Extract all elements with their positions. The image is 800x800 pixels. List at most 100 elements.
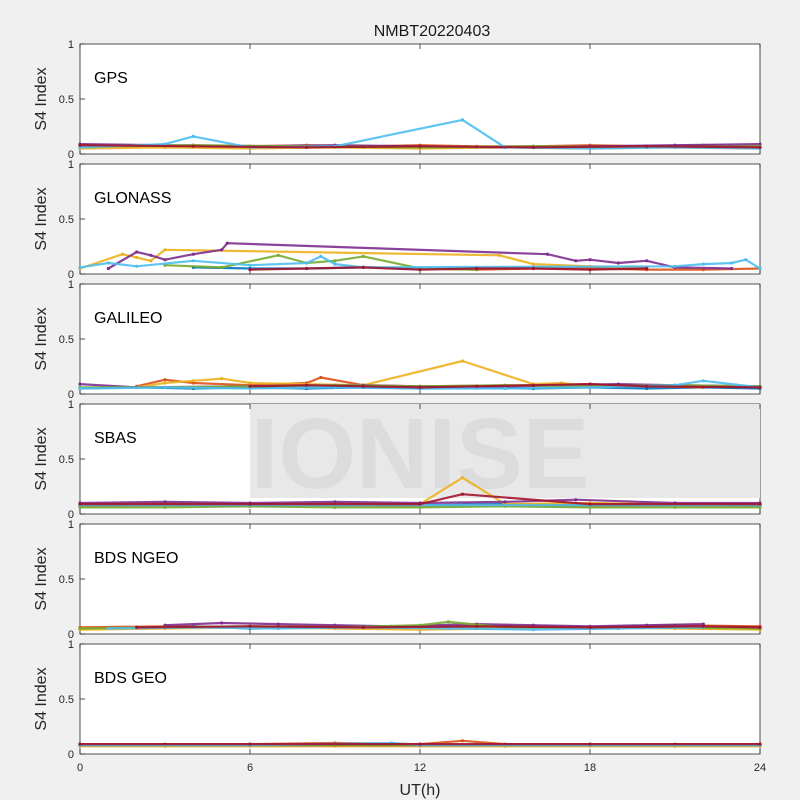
data-point <box>78 143 82 147</box>
data-point <box>191 134 195 138</box>
data-point <box>276 626 280 631</box>
data-point <box>106 266 110 271</box>
data-point <box>503 500 507 504</box>
data-point <box>191 144 195 148</box>
data-point <box>418 505 422 509</box>
data-point <box>616 261 620 265</box>
data-point <box>191 379 195 383</box>
series-line <box>136 625 761 629</box>
data-point <box>276 622 280 626</box>
data-point <box>248 502 252 506</box>
data-point <box>305 383 309 387</box>
y-tick-label: 1 <box>68 639 74 651</box>
data-point <box>191 252 195 256</box>
data-point <box>418 385 422 389</box>
panel-label: SBAS <box>94 430 137 447</box>
data-point <box>361 254 365 258</box>
series-line <box>107 242 732 270</box>
y-tick-label: 0.5 <box>59 94 74 106</box>
y-tick-label: 0 <box>68 149 74 161</box>
data-point <box>475 624 479 628</box>
data-point <box>248 268 252 272</box>
data-point <box>744 258 748 262</box>
watermark-text: IONISE <box>251 398 590 510</box>
axes-frame <box>79 643 761 755</box>
data-point <box>305 266 309 271</box>
data-point <box>120 252 125 256</box>
y-axis-label: S4 Index <box>33 307 50 370</box>
data-point <box>503 386 507 391</box>
data-point <box>588 258 592 262</box>
data-point <box>758 142 762 146</box>
data-point <box>588 382 592 386</box>
y-tick-label: 0.5 <box>59 694 74 706</box>
data-point <box>460 492 465 496</box>
data-point <box>730 266 734 271</box>
data-point <box>460 359 465 363</box>
data-point <box>645 384 649 388</box>
data-point <box>305 145 309 149</box>
data-point <box>531 266 535 271</box>
data-point <box>78 502 82 506</box>
x-tick-label: 24 <box>754 762 766 774</box>
data-point <box>248 381 252 385</box>
data-point <box>191 259 195 263</box>
data-point <box>574 498 578 502</box>
data-point <box>248 742 252 746</box>
data-point <box>149 253 153 257</box>
data-point <box>545 252 550 256</box>
data-point <box>220 248 224 252</box>
series-line <box>79 379 761 390</box>
data-point <box>248 384 252 388</box>
data-point <box>163 381 167 385</box>
figure-title: NMBT20220403 <box>374 23 491 40</box>
y-tick-label: 1 <box>68 399 74 411</box>
data-point <box>191 381 195 385</box>
data-point <box>333 505 337 509</box>
data-point <box>361 384 365 388</box>
data-point <box>418 502 422 506</box>
data-point <box>701 622 705 626</box>
data-point <box>588 505 592 509</box>
y-axis-label: S4 Index <box>33 67 50 130</box>
panel-sbas: IONISE 0 0.5 1 S4 Index SBAS <box>33 398 762 521</box>
data-point <box>333 259 337 263</box>
y-axis-label: S4 Index <box>33 667 50 730</box>
data-point <box>106 626 110 631</box>
data-point <box>418 144 422 148</box>
data-point <box>531 145 535 149</box>
y-tick-label: 0 <box>68 269 74 281</box>
data-point <box>645 386 649 391</box>
y-tick-label: 0.5 <box>59 334 74 346</box>
data-point <box>730 261 734 265</box>
y-tick-label: 1 <box>68 159 74 171</box>
x-tick-label: 6 <box>247 762 253 774</box>
y-tick-label: 0.5 <box>59 454 74 466</box>
panel-label: BDS GEO <box>94 670 167 687</box>
data-point <box>333 262 337 266</box>
data-point <box>333 623 337 627</box>
data-point <box>673 264 677 268</box>
data-point <box>418 268 422 272</box>
data-point <box>78 626 82 631</box>
data-point <box>645 259 649 263</box>
y-tick-label: 1 <box>68 279 74 291</box>
data-point <box>78 145 82 149</box>
series-line <box>79 255 761 270</box>
panel-bds-ngeo: 0 0.5 1 S4 Index BDS NGEO <box>33 519 762 641</box>
data-point <box>531 628 535 632</box>
data-point <box>248 386 252 391</box>
data-point <box>446 626 450 631</box>
data-point <box>163 385 167 389</box>
panel-label: GALILEO <box>94 310 162 327</box>
panel-label: GPS <box>94 70 128 87</box>
data-point <box>135 250 139 254</box>
data-point <box>758 505 762 509</box>
data-point <box>418 742 422 746</box>
panel-galileo: 0 0.5 1 S4 Index GALILEO <box>33 279 762 401</box>
data-point <box>248 263 252 267</box>
data-point <box>78 742 82 746</box>
data-point <box>220 265 224 269</box>
data-point <box>758 145 762 149</box>
data-point <box>475 384 479 388</box>
